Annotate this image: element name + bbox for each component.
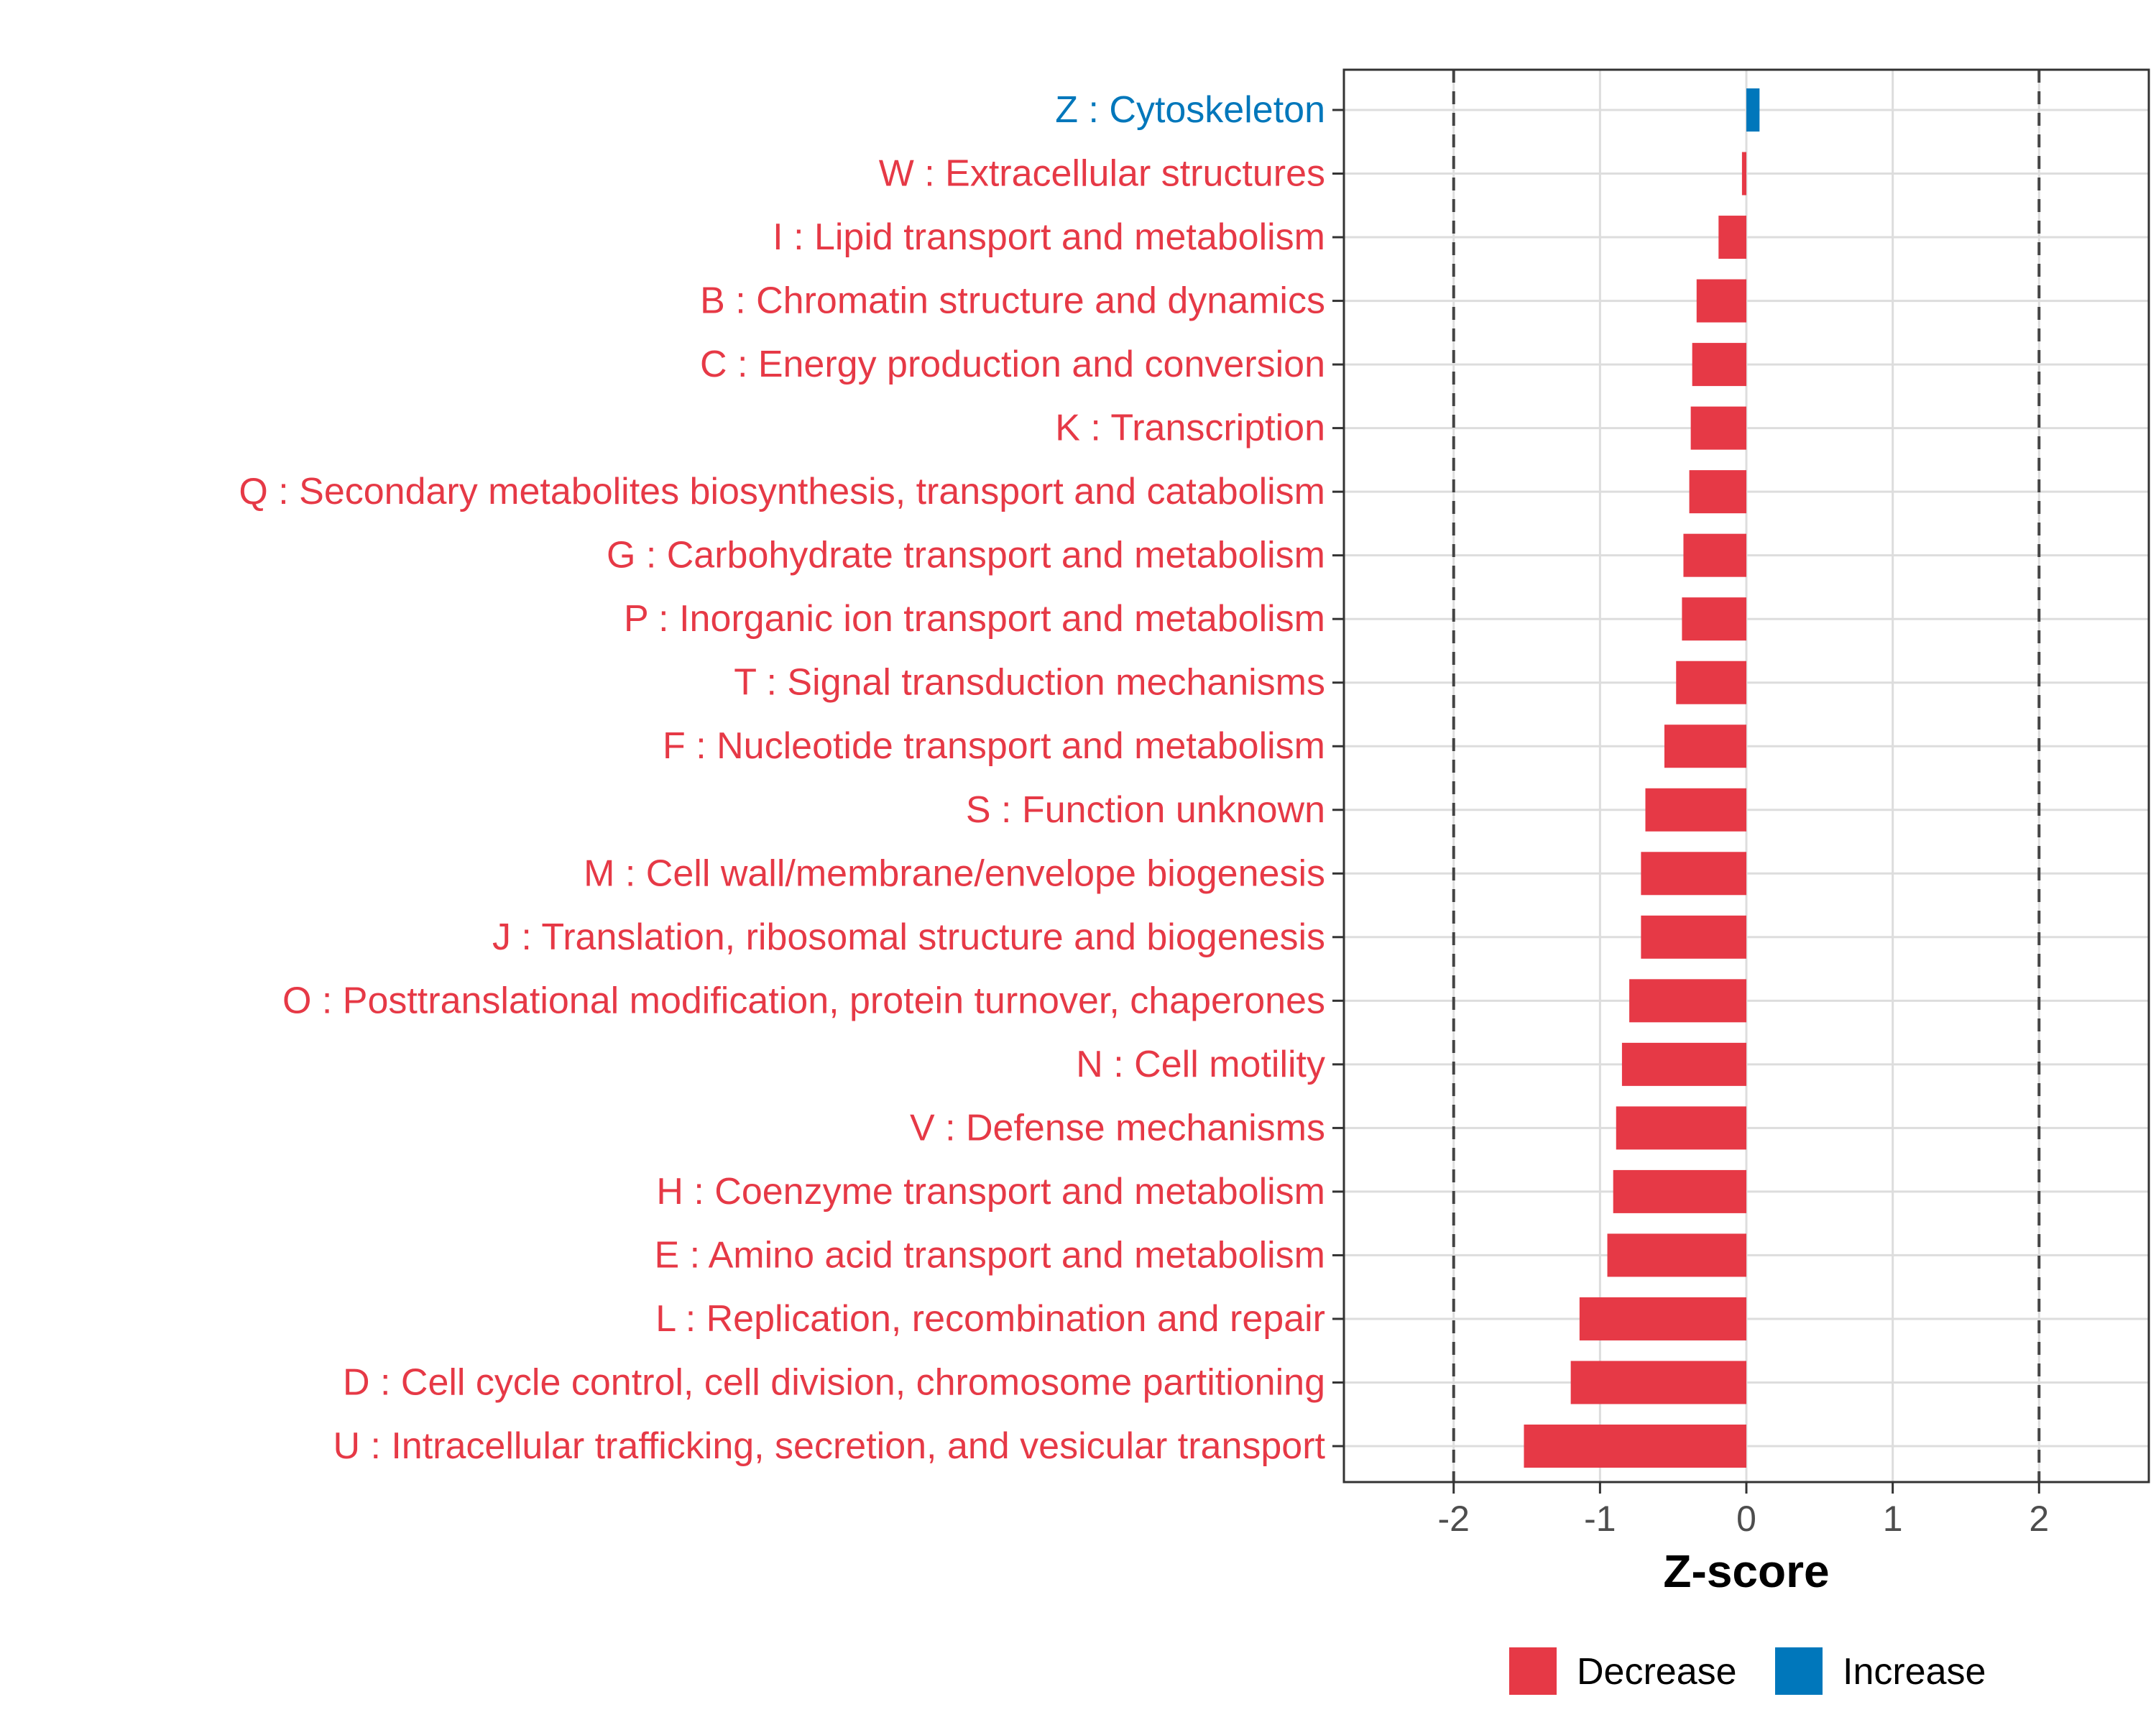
category-label-5: K : Transcription — [1055, 408, 1325, 449]
bar-19 — [1579, 1297, 1746, 1340]
category-label-21: U : Intracellular trafficking, secretion… — [333, 1425, 1325, 1467]
category-label-17: H : Coenzyme transport and metabolism — [656, 1171, 1325, 1213]
bar-5 — [1690, 406, 1746, 450]
x-axis-title: Z-score — [1663, 1545, 1829, 1597]
bar-14 — [1629, 979, 1746, 1023]
bars — [1524, 88, 1760, 1468]
bar-3 — [1696, 279, 1746, 323]
bar-20 — [1570, 1361, 1746, 1404]
bar-16 — [1616, 1106, 1746, 1150]
category-label-1: W : Extracellular structures — [879, 153, 1325, 195]
legend-label-decrease: Decrease — [1577, 1651, 1737, 1693]
category-label-0: Z : Cytoskeleton — [1055, 89, 1325, 131]
reference-lines — [1452, 70, 2041, 1482]
x-tick-label-4: 2 — [2029, 1499, 2049, 1539]
legend-label-increase: Increase — [1843, 1651, 1986, 1693]
bar-8 — [1682, 597, 1746, 641]
category-label-15: N : Cell motility — [1076, 1044, 1325, 1085]
x-tick-label-0: -2 — [1437, 1499, 1469, 1539]
bar-17 — [1613, 1169, 1746, 1213]
y-axis-ticks: Z : Cytoskeleton W : Extracellular struct… — [239, 89, 1344, 1467]
category-label-4: C : Energy production and conversion — [700, 344, 1325, 385]
legend: Decrease Increase — [1509, 1647, 1986, 1695]
bar-18 — [1607, 1233, 1746, 1277]
category-label-7: G : Carbohydrate transport and metabolis… — [607, 535, 1325, 576]
x-axis-ticks: -2 -1 0 1 2 — [1437, 1482, 2049, 1539]
bar-10 — [1664, 724, 1746, 768]
x-tick-label-3: 1 — [1883, 1499, 1903, 1539]
category-label-11: S : Function unknown — [966, 789, 1325, 831]
category-label-2: I : Lipid transport and metabolism — [773, 216, 1325, 258]
category-label-20: D : Cell cycle control, cell division, c… — [343, 1361, 1325, 1403]
category-label-9: T : Signal transduction mechanisms — [734, 662, 1325, 704]
category-label-18: E : Amino acid transport and metabolism — [654, 1234, 1325, 1276]
bar-11 — [1645, 788, 1746, 832]
category-label-14: O : Posttranslational modification, prot… — [282, 980, 1325, 1021]
category-label-3: B : Chromatin structure and dynamics — [700, 280, 1325, 322]
bar-0 — [1746, 88, 1760, 132]
bar-2 — [1718, 216, 1746, 259]
bar-12 — [1641, 852, 1746, 896]
bar-6 — [1689, 470, 1746, 514]
x-tick-label-2: 0 — [1736, 1499, 1756, 1539]
x-tick-label-1: -1 — [1584, 1499, 1616, 1539]
category-label-10: F : Nucleotide transport and metabolism — [663, 725, 1325, 767]
category-label-8: P : Inorganic ion transport and metaboli… — [624, 598, 1325, 640]
legend-swatch-decrease — [1509, 1647, 1557, 1695]
category-label-19: L : Replication, recombination and repai… — [655, 1298, 1325, 1340]
bar-4 — [1692, 343, 1746, 387]
bar-1 — [1741, 152, 1746, 196]
category-label-13: J : Translation, ribosomal structure and… — [492, 916, 1325, 958]
bar-7 — [1683, 533, 1746, 577]
bar-15 — [1621, 1042, 1746, 1086]
bar-21 — [1524, 1425, 1746, 1468]
bar-13 — [1641, 915, 1746, 959]
category-label-6: Q : Secondary metabolites biosynthesis, … — [239, 471, 1325, 512]
category-label-12: M : Cell wall/membrane/envelope biogenes… — [584, 852, 1325, 894]
category-label-16: V : Defense mechanisms — [910, 1107, 1325, 1149]
legend-swatch-increase — [1775, 1647, 1823, 1695]
bar-9 — [1676, 661, 1746, 704]
